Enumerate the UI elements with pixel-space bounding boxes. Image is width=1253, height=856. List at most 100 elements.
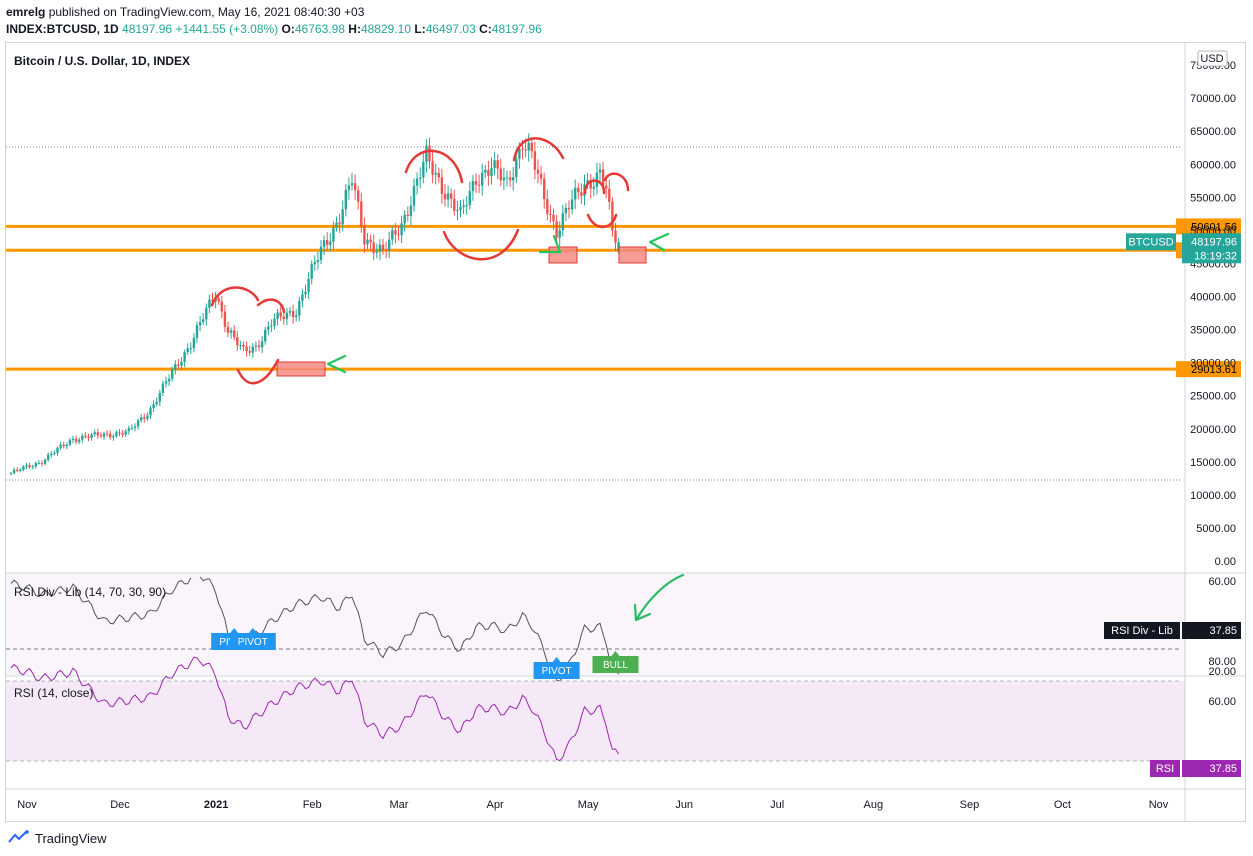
candle-body[interactable] [394, 230, 397, 235]
pivot-label[interactable] [229, 628, 276, 650]
candle-body[interactable] [539, 173, 543, 179]
candle-body[interactable] [40, 462, 44, 464]
candle-body[interactable] [285, 312, 289, 320]
candle-body[interactable] [47, 454, 50, 460]
candle-body[interactable] [90, 434, 93, 438]
rsi-badge[interactable] [1150, 760, 1180, 777]
candle-body[interactable] [304, 291, 307, 295]
candle-body[interactable] [68, 440, 72, 445]
candle-body[interactable] [245, 346, 248, 352]
candle-body[interactable] [192, 337, 196, 349]
candle-body[interactable] [378, 244, 382, 252]
candle-body[interactable] [217, 298, 220, 302]
candle-body[interactable] [577, 187, 580, 193]
candle-body[interactable] [515, 158, 518, 178]
candle-body[interactable] [400, 223, 403, 236]
candle-body[interactable] [363, 226, 366, 245]
candle-body[interactable] [397, 234, 400, 236]
candle-body[interactable] [428, 145, 431, 162]
candle-body[interactable] [310, 264, 313, 279]
candle-body[interactable] [93, 432, 96, 435]
candle-body[interactable] [316, 260, 320, 263]
candle-body[interactable] [403, 214, 406, 224]
candle-body[interactable] [558, 230, 561, 238]
rsi-div-badge[interactable] [1104, 622, 1180, 639]
candle-body[interactable] [62, 444, 65, 447]
footer-brand[interactable]: TradingView [35, 831, 107, 846]
candle-body[interactable] [592, 186, 595, 189]
candle-body[interactable] [490, 168, 493, 176]
candle-body[interactable] [462, 205, 465, 207]
candle-body[interactable] [183, 352, 186, 363]
candle-body[interactable] [505, 177, 509, 179]
candle-body[interactable] [533, 151, 537, 170]
candle-body[interactable] [605, 185, 608, 189]
candle-body[interactable] [146, 415, 149, 419]
candle-body[interactable] [477, 184, 481, 186]
candle-body[interactable] [276, 312, 279, 319]
candle-body[interactable] [456, 210, 459, 212]
candle-body[interactable] [549, 213, 552, 215]
candle-body[interactable] [453, 198, 456, 211]
candle-body[interactable] [366, 239, 369, 245]
candle-body[interactable] [431, 161, 434, 175]
zone-box[interactable] [618, 246, 647, 264]
candle-body[interactable] [78, 439, 81, 442]
candle-body[interactable] [598, 169, 602, 173]
candle-body[interactable] [208, 299, 211, 308]
candle-body[interactable] [282, 316, 285, 320]
candle-body[interactable] [415, 178, 419, 186]
candle-body[interactable] [409, 205, 413, 216]
candle-body[interactable] [499, 168, 502, 181]
candle-body[interactable] [608, 188, 611, 202]
bull-label[interactable] [592, 651, 639, 673]
candle-body[interactable] [226, 326, 230, 333]
candle-body[interactable] [257, 345, 261, 348]
candle-body[interactable] [446, 193, 450, 200]
candle-body[interactable] [34, 463, 37, 467]
candle-body[interactable] [319, 246, 323, 261]
candle-body[interactable] [171, 369, 174, 379]
candle-body[interactable] [322, 240, 326, 247]
candle-body[interactable] [419, 177, 422, 179]
candle-body[interactable] [412, 185, 416, 206]
candle-body[interactable] [530, 142, 533, 152]
candle-body[interactable] [434, 172, 437, 175]
candle-body[interactable] [270, 325, 273, 327]
candle-body[interactable] [143, 417, 146, 419]
currency-badge[interactable]: USD [1197, 50, 1228, 67]
candle-body[interactable] [422, 161, 425, 178]
candle-body[interactable] [502, 177, 506, 181]
candle-body[interactable] [130, 427, 134, 429]
candle-body[interactable] [388, 239, 391, 251]
candle-body[interactable] [527, 142, 530, 151]
candle-body[interactable] [614, 230, 617, 243]
price-badge[interactable] [1182, 233, 1241, 264]
pivot-label[interactable] [533, 657, 580, 679]
candle-body[interactable] [22, 466, 25, 470]
candle-body[interactable] [242, 345, 245, 347]
candle-body[interactable] [177, 364, 180, 366]
candle-body[interactable] [105, 433, 109, 435]
candle-body[interactable] [487, 169, 490, 176]
candle-body[interactable] [512, 177, 515, 181]
candle-body[interactable] [53, 452, 56, 454]
candle-body[interactable] [496, 160, 499, 169]
candle-body[interactable] [465, 205, 468, 207]
candle-body[interactable] [369, 239, 372, 243]
candle-body[interactable] [273, 318, 276, 326]
candle-body[interactable] [536, 169, 540, 174]
candle-body[interactable] [570, 199, 574, 210]
candle-body[interactable] [254, 345, 258, 347]
candle-body[interactable] [74, 438, 78, 442]
candle-body[interactable] [25, 465, 28, 467]
candle-body[interactable] [195, 325, 199, 338]
candle-body[interactable] [344, 189, 347, 210]
candle-body[interactable] [589, 180, 592, 189]
candle-body[interactable] [248, 351, 251, 353]
candle-body[interactable] [437, 172, 440, 178]
author-name[interactable]: emrelg [6, 5, 46, 19]
candle-body[interactable] [341, 209, 344, 225]
candle-body[interactable] [19, 469, 22, 471]
